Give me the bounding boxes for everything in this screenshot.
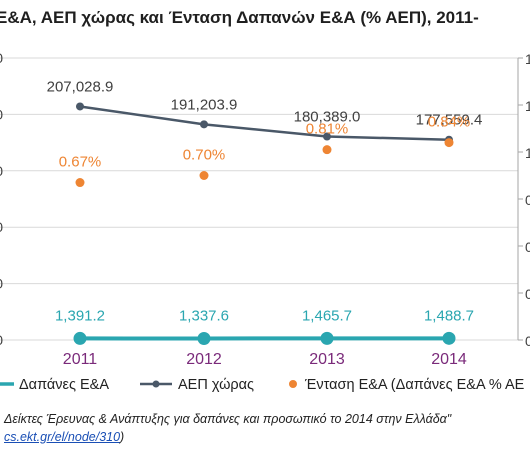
legend-label-gdp: ΑΕΠ χώρας	[178, 377, 254, 393]
rd-expenditure-data-label: 1,465.7	[302, 307, 352, 324]
right-tick-label: 1	[525, 145, 530, 161]
left-tick-label: 0	[0, 276, 3, 292]
legend-swatch-gdp-marker	[152, 380, 160, 388]
source-link-suffix: )	[120, 430, 125, 444]
intensity-data-label: 0.81%	[306, 121, 349, 138]
right-axis: 1 1 1 0 0 0 0	[517, 51, 530, 349]
chart: 0 0 0 0 0 0 1 1 1 0 0 0 0 2011 2012 2013 2014 207,028.…	[0, 50, 530, 393]
rd-expenditure-point	[197, 331, 211, 345]
right-tick-label: 0	[525, 286, 530, 302]
intensity-point	[199, 171, 209, 180]
category-labels: 2011 2012 2013 2014	[63, 351, 467, 368]
rd-expenditure-point	[320, 331, 334, 345]
right-tick-label: 0	[525, 239, 530, 255]
right-tick-label: 1	[525, 98, 530, 114]
intensity-point	[444, 138, 454, 148]
chart-title: Ε&Α, ΑΕΠ χώρας και Ένταση Δαπανών Ε&Α (%…	[0, 8, 479, 27]
gdp-point	[200, 120, 208, 129]
left-tick-label: 0	[0, 106, 3, 122]
category-label: 2012	[186, 351, 222, 368]
intensity-point	[75, 178, 85, 188]
category-label: 2014	[431, 351, 467, 368]
left-tick-label: 0	[0, 50, 3, 66]
right-tick-label: 0	[525, 192, 530, 208]
gdp-data-label: 207,028.9	[47, 78, 114, 95]
grid-lines	[0, 57, 518, 341]
source-note: Δείκτες Έρευνας & Ανάπτυξης για δαπάνες …	[4, 412, 452, 426]
series-layer: 207,028.9 191,203.9 180,389.0 177,559.4 0.67…	[47, 78, 483, 345]
category-label: 2011	[63, 351, 98, 368]
source-link[interactable]: cs.ekt.gr/el/node/310	[4, 430, 121, 444]
source-link-line: cs.ekt.gr/el/node/310)	[4, 430, 124, 444]
gdp-point	[323, 132, 331, 141]
legend: Δαπάνες Ε&Α ΑΕΠ χώρας Ένταση Ε&Α (Δαπάνες …	[0, 377, 525, 393]
left-tick-label: 0	[0, 219, 3, 235]
gdp-data-label: 191,203.9	[171, 96, 238, 113]
intensity-point	[322, 145, 332, 155]
rd-expenditure-data-label: 1,488.7	[424, 307, 474, 324]
rd-expenditure-data-label: 1,391.2	[55, 307, 105, 324]
intensity-data-label: 0.84%	[428, 114, 471, 131]
right-tick-label: 1	[525, 51, 530, 67]
rd-expenditure-point	[73, 331, 87, 345]
gdp-data-label: 177,559.4	[416, 112, 483, 129]
legend-label-intensity: Ένταση Ε&Α (Δαπάνες Ε&Α % ΑΕ	[304, 377, 525, 393]
rd-expenditure-point	[442, 331, 456, 345]
intensity-data-label: 0.70%	[183, 147, 226, 164]
category-label: 2013	[309, 351, 345, 368]
gdp-point	[76, 102, 84, 111]
legend-label-rd: Δαπάνες Ε&Α	[19, 377, 109, 393]
right-tick-label: 0	[525, 333, 530, 349]
left-axis-ticks: 0 0 0 0 0 0	[0, 50, 3, 348]
rd-expenditure-data-label: 1,337.6	[179, 307, 229, 324]
intensity-data-label: 0.67%	[59, 154, 102, 171]
gdp-line	[79, 105, 450, 141]
legend-swatch-intensity	[289, 380, 297, 388]
left-tick-label: 0	[0, 332, 3, 348]
left-tick-label: 0	[0, 163, 3, 179]
gdp-data-label: 180,389.0	[294, 109, 361, 126]
